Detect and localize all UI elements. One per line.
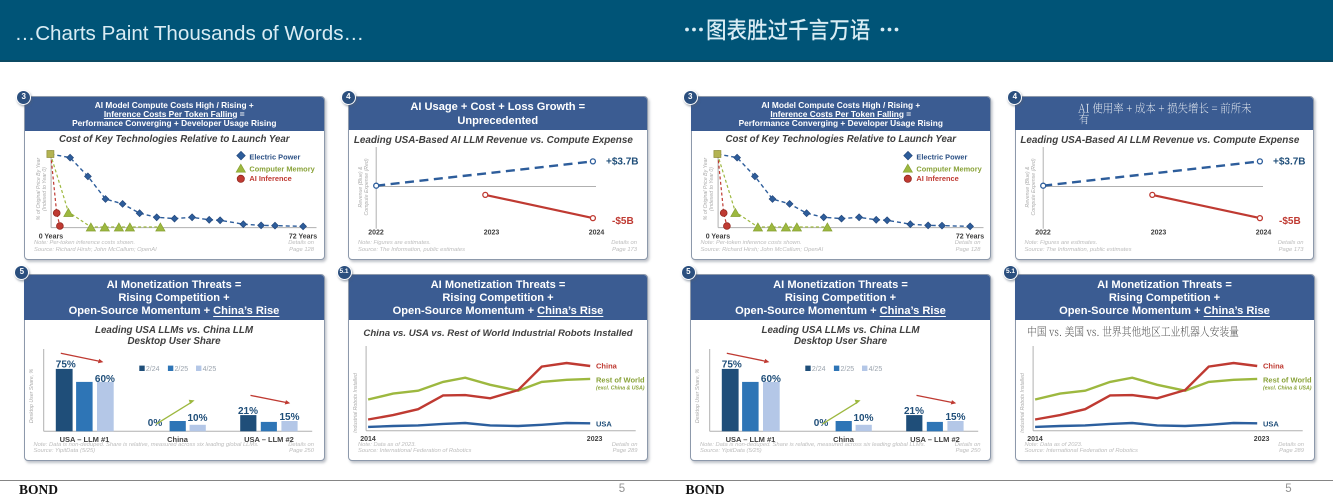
svg-text:60%: 60% bbox=[94, 373, 114, 384]
svg-text:75%: 75% bbox=[55, 359, 75, 370]
svg-text:(Indexed to Year 0): (Indexed to Year 0) bbox=[42, 167, 48, 211]
svg-text:0%: 0% bbox=[147, 418, 162, 429]
svg-text:AI Inference: AI Inference bbox=[916, 174, 958, 183]
svg-text:Desktop User Share, %: Desktop User Share, % bbox=[695, 368, 701, 423]
svg-text:China: China bbox=[167, 434, 189, 443]
svg-text:Compute Expense (Red): Compute Expense (Red) bbox=[364, 158, 370, 215]
svg-text:15%: 15% bbox=[279, 412, 299, 423]
svg-text:Revenue (Blue) &: Revenue (Blue) & bbox=[358, 166, 364, 207]
svg-text:Industrial Robots Installed: Industrial Robots Installed bbox=[353, 372, 359, 433]
svg-text:USA – LLM #1: USA – LLM #1 bbox=[59, 434, 109, 443]
svg-text:Electric Power: Electric Power bbox=[916, 153, 967, 162]
svg-text:2024: 2024 bbox=[589, 230, 605, 237]
svg-text:15%: 15% bbox=[945, 412, 965, 423]
svg-text:2022: 2022 bbox=[1035, 230, 1051, 237]
svg-text:2023: 2023 bbox=[484, 230, 500, 237]
svg-text:USA – LLM #2: USA – LLM #2 bbox=[910, 434, 960, 443]
svg-text:Rest of World: Rest of World bbox=[1263, 375, 1312, 384]
svg-text:USA: USA bbox=[596, 419, 612, 428]
svg-text:2022: 2022 bbox=[368, 230, 384, 237]
svg-text:4/25: 4/25 bbox=[202, 366, 216, 373]
svg-text:2024: 2024 bbox=[1255, 230, 1271, 237]
svg-text:-$5B: -$5B bbox=[1279, 216, 1301, 227]
svg-text:4/25: 4/25 bbox=[869, 366, 883, 373]
svg-text:21%: 21% bbox=[237, 406, 257, 417]
svg-text:(excl. China & USA): (excl. China & USA) bbox=[1263, 385, 1312, 391]
svg-text:2/25: 2/25 bbox=[841, 366, 855, 373]
svg-text:% of Original Price By Year: % of Original Price By Year bbox=[36, 158, 42, 221]
svg-text:2014: 2014 bbox=[1027, 435, 1043, 442]
svg-text:Computer Memory: Computer Memory bbox=[916, 164, 982, 173]
svg-text:72 Years: 72 Years bbox=[955, 234, 983, 241]
svg-text:2023: 2023 bbox=[1253, 435, 1269, 442]
svg-text:China: China bbox=[1263, 361, 1285, 370]
svg-text:Compute Expense (Red): Compute Expense (Red) bbox=[1031, 158, 1037, 215]
svg-text:-$5B: -$5B bbox=[612, 216, 634, 227]
svg-text:60%: 60% bbox=[761, 373, 781, 384]
svg-text:USA – LLM #2: USA – LLM #2 bbox=[244, 434, 294, 443]
svg-text:Rest of World: Rest of World bbox=[596, 375, 645, 384]
svg-text:USA: USA bbox=[1263, 419, 1279, 428]
svg-text:Electric Power: Electric Power bbox=[249, 153, 300, 162]
svg-text:China: China bbox=[596, 361, 618, 370]
svg-text:21%: 21% bbox=[904, 406, 924, 417]
svg-text:0%: 0% bbox=[814, 418, 829, 429]
svg-text:AI Inference: AI Inference bbox=[249, 174, 291, 183]
svg-text:2/25: 2/25 bbox=[174, 366, 188, 373]
svg-text:Industrial Robots Installed: Industrial Robots Installed bbox=[1020, 372, 1026, 433]
svg-text:75%: 75% bbox=[722, 359, 742, 370]
svg-text:0 Years: 0 Years bbox=[39, 234, 64, 241]
svg-text:USA – LLM #1: USA – LLM #1 bbox=[726, 434, 776, 443]
svg-text:China: China bbox=[833, 434, 855, 443]
svg-text:2/24: 2/24 bbox=[145, 366, 159, 373]
svg-text:+$3.7B: +$3.7B bbox=[1273, 157, 1306, 168]
svg-text:Desktop User Share, %: Desktop User Share, % bbox=[29, 368, 35, 423]
svg-text:10%: 10% bbox=[853, 413, 873, 424]
svg-text:Computer Memory: Computer Memory bbox=[249, 164, 315, 173]
svg-text:2014: 2014 bbox=[360, 435, 376, 442]
svg-text:0 Years: 0 Years bbox=[705, 234, 730, 241]
svg-text:Revenue (Blue) &: Revenue (Blue) & bbox=[1025, 166, 1031, 207]
svg-text:% of Original Price By Year: % of Original Price By Year bbox=[703, 158, 709, 221]
svg-text:2023: 2023 bbox=[587, 435, 603, 442]
svg-text:10%: 10% bbox=[187, 413, 207, 424]
svg-text:72 Years: 72 Years bbox=[289, 234, 317, 241]
svg-text:(Indexed to Year 0): (Indexed to Year 0) bbox=[709, 167, 715, 211]
svg-text:2/24: 2/24 bbox=[812, 366, 826, 373]
svg-text:2023: 2023 bbox=[1150, 230, 1166, 237]
svg-text:+$3.7B: +$3.7B bbox=[606, 157, 639, 168]
svg-text:(excl. China & USA): (excl. China & USA) bbox=[596, 385, 645, 391]
